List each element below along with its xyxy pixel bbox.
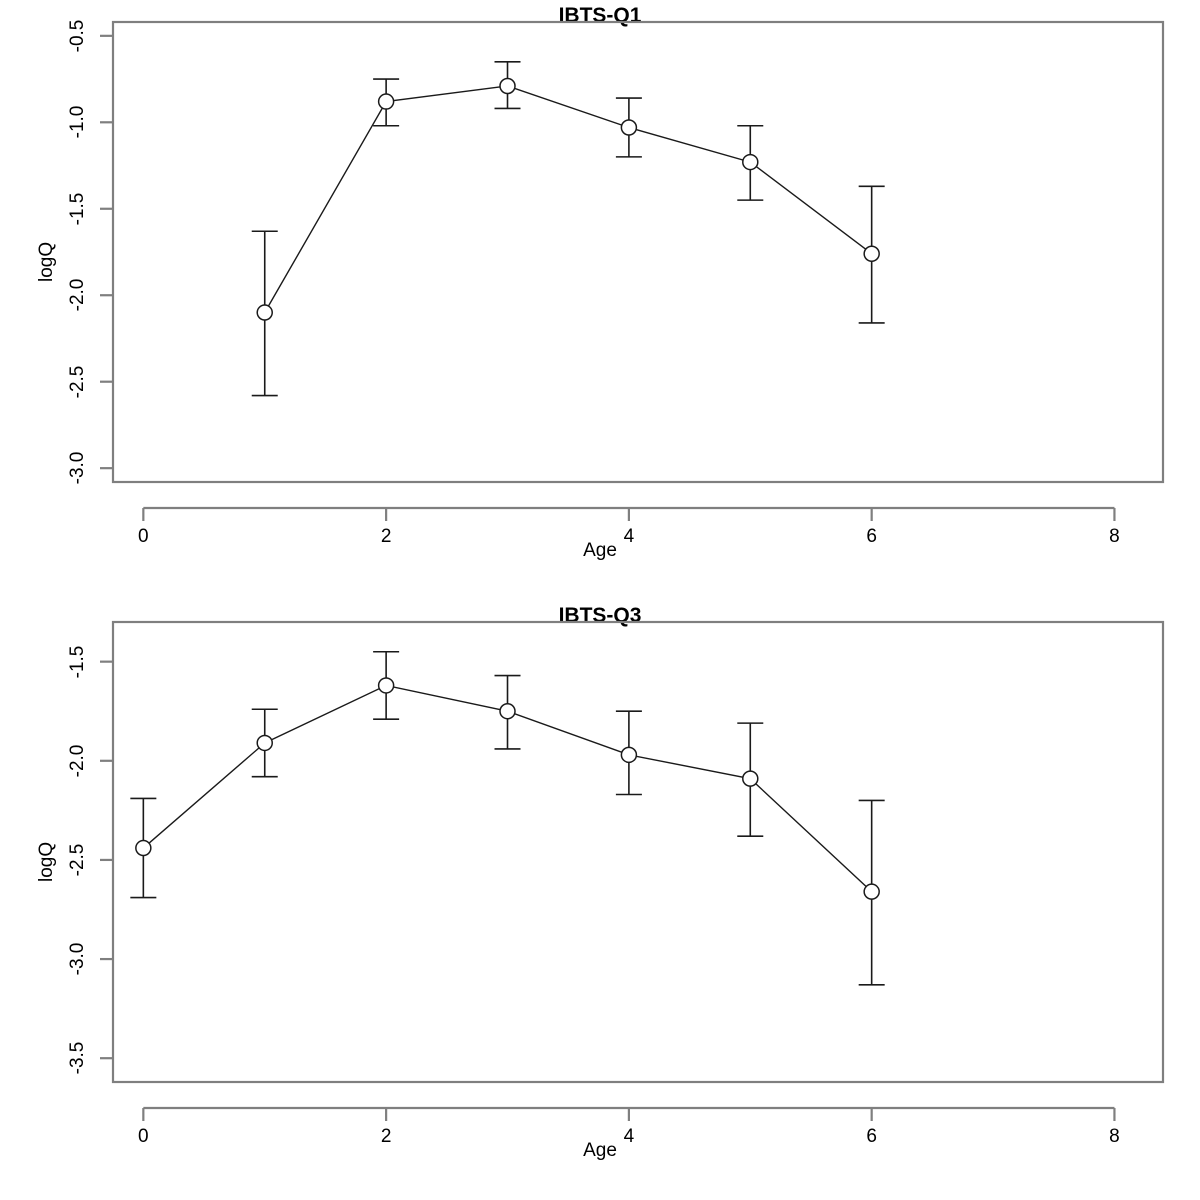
chart-panel-top: IBTS-Q1 logQ Age -0.5 -1.0 -1.5 -2.0 -2.5 -3.…	[36, 4, 1165, 561]
x-tick-label: 8	[1109, 526, 1120, 547]
x-tick-label: 4	[623, 526, 635, 547]
y-tick-label: -3.0	[67, 942, 88, 976]
data-point-marker	[499, 702, 516, 720]
y-tick-label: -1.0	[67, 105, 88, 139]
data-point-marker	[620, 746, 638, 764]
data-point-marker	[377, 93, 395, 110]
y-tick-label: -1.5	[67, 645, 88, 679]
data-point-marker	[256, 304, 273, 321]
chart-panel-bottom: IBTS-Q3 logQ Age -1.5 -2.0 -2.5 -3.0 -3.5 0 2 4…	[0, 600, 1200, 1200]
x-tick-label: 6	[866, 526, 877, 547]
x-tick-label: 8	[1109, 1126, 1120, 1147]
data-point-marker	[256, 734, 273, 752]
data-point-marker	[135, 839, 152, 857]
data-point-marker	[499, 77, 516, 95]
y-tick-label: -1.5	[67, 192, 88, 226]
data-point-marker	[377, 677, 395, 694]
data-point-marker	[863, 883, 880, 900]
y-tick-label: -2.5	[67, 365, 88, 399]
series-line	[264, 85, 873, 313]
y-tick-label: -3.5	[67, 1041, 88, 1075]
y-tick-label: -0.5	[67, 19, 88, 53]
data-point-marker	[863, 245, 880, 262]
plot-area-top	[100, 20, 1165, 521]
x-tick-label: 0	[138, 526, 149, 547]
y-tick-label: -2.0	[67, 744, 88, 778]
data-point-marker	[742, 153, 759, 171]
plot-box	[111, 620, 1165, 1084]
plot-area-bottom	[100, 620, 1165, 1121]
x-tick-label: 4	[623, 1126, 635, 1147]
x-tick-label: 2	[380, 1126, 392, 1147]
x-tick-label: 6	[866, 1126, 877, 1147]
y-tick-label: -2.5	[67, 843, 88, 877]
x-axis-label-bottom: Age	[583, 1140, 617, 1161]
x-tick-label: 0	[138, 1126, 149, 1147]
data-point-marker	[620, 119, 638, 136]
x-tick-label: 2	[380, 526, 392, 547]
y-tick-label: -3.0	[67, 451, 88, 485]
y-tick-label: -2.0	[67, 278, 88, 312]
data-point-marker	[742, 770, 759, 787]
x-axis-label-top: Age	[583, 540, 617, 561]
plot-box	[111, 20, 1165, 484]
